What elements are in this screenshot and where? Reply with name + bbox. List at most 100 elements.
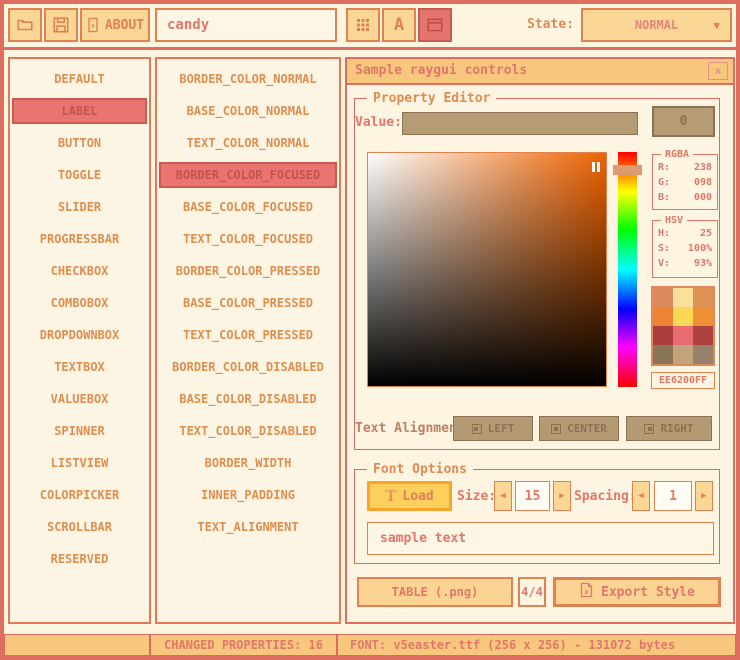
- format-pages-indicator[interactable]: 4/4: [518, 577, 546, 607]
- save-style-button[interactable]: [44, 8, 78, 42]
- color-swatch[interactable]: [693, 307, 713, 326]
- font-options-group-label: Font Options: [367, 462, 473, 477]
- list-item[interactable]: BORDER_COLOR_DISABLED: [172, 360, 324, 374]
- export-style-button[interactable]: Export Style: [553, 577, 721, 607]
- size-value-box[interactable]: 15: [515, 481, 550, 511]
- sample-text-input[interactable]: sample text: [367, 522, 714, 555]
- color-swatch[interactable]: [693, 345, 713, 364]
- list-item[interactable]: TEXT_ALIGNMENT: [197, 520, 299, 534]
- toolbar-divider: [0, 47, 740, 50]
- rgba-group-title: RGBA: [661, 149, 694, 160]
- list-item[interactable]: BUTTON: [57, 136, 102, 150]
- list-item[interactable]: COLORPICKER: [39, 488, 120, 502]
- spacing-value-box[interactable]: 1: [654, 481, 692, 511]
- list-item[interactable]: TEXTBOX: [54, 360, 105, 374]
- color-swatch[interactable]: [673, 326, 693, 345]
- list-item[interactable]: LISTVIEW: [50, 456, 109, 470]
- list-item[interactable]: SCROLLBAR: [46, 520, 113, 534]
- window-titlebar[interactable]: Sample raygui controls ×: [347, 59, 733, 85]
- size-decrement-button[interactable]: ◀: [494, 481, 512, 511]
- list-item[interactable]: INNER_PADDING: [201, 488, 295, 502]
- list-item[interactable]: BORDER_COLOR_FOCUSED: [159, 162, 337, 188]
- color-swatch[interactable]: [653, 288, 673, 307]
- list-item[interactable]: SPINNER: [54, 424, 105, 438]
- align-left-button[interactable]: LEFT: [453, 416, 533, 441]
- export-icon: [579, 582, 594, 602]
- color-swatch[interactable]: [693, 288, 713, 307]
- color-swatch[interactable]: [653, 326, 673, 345]
- list-item[interactable]: PROGRESSBAR: [39, 232, 120, 246]
- color-swatch[interactable]: [673, 288, 693, 307]
- hsv-row-h: H: 25: [658, 228, 712, 239]
- list-item[interactable]: LABEL: [12, 98, 147, 124]
- font-options-group: Font Options: [354, 462, 720, 564]
- list-item[interactable]: DROPDOWNBOX: [39, 328, 120, 342]
- value-slider[interactable]: [402, 112, 638, 135]
- properties-listbox: BORDER_COLOR_NORMAL BASE_COLOR_NORMAL TEXT…: [155, 57, 341, 624]
- hsv-group: HSV H: 25 S: 100% V: 93%: [652, 215, 718, 278]
- list-item[interactable]: BORDER_COLOR_NORMAL: [179, 72, 317, 86]
- arrow-left-icon: ◀: [500, 491, 506, 501]
- value-label: Value:: [355, 115, 402, 130]
- list-item[interactable]: TEXT_COLOR_NORMAL: [186, 136, 310, 150]
- color-swatch[interactable]: [653, 307, 673, 326]
- list-item[interactable]: RESERVED: [50, 552, 109, 566]
- value-box[interactable]: 0: [652, 106, 715, 137]
- color-swatch[interactable]: [673, 307, 693, 326]
- close-icon[interactable]: ×: [708, 62, 728, 80]
- hex-color-input[interactable]: EE6200FF: [651, 372, 715, 389]
- list-item[interactable]: DEFAULT: [54, 72, 105, 86]
- hue-slider-handle[interactable]: [613, 165, 642, 175]
- rgba-row-g: G: 098: [658, 177, 712, 188]
- status-segment-empty: [4, 634, 150, 656]
- list-item[interactable]: TOGGLE: [57, 168, 102, 182]
- spacing-increment-button[interactable]: ▶: [695, 481, 713, 511]
- color-gradient-panel[interactable]: [367, 152, 607, 387]
- open-style-button[interactable]: [8, 8, 42, 42]
- align-center-button[interactable]: CENTER: [539, 416, 619, 441]
- list-item[interactable]: COMBOBOX: [50, 296, 109, 310]
- state-label: State:: [527, 17, 574, 32]
- text-alignment-label: Text Alignment: [355, 421, 453, 436]
- list-item[interactable]: VALUEBOX: [50, 392, 109, 406]
- list-item[interactable]: BORDER_COLOR_PRESSED: [175, 264, 321, 278]
- controls-view-button[interactable]: [418, 8, 452, 42]
- list-item[interactable]: BORDER_WIDTH: [204, 456, 292, 470]
- list-item[interactable]: BASE_COLOR_NORMAL: [186, 104, 310, 118]
- list-item[interactable]: TEXT_COLOR_FOCUSED: [182, 232, 314, 246]
- style-table-view-button[interactable]: [346, 8, 380, 42]
- hsv-row-s: S: 100%: [658, 243, 712, 254]
- list-item[interactable]: BASE_COLOR_FOCUSED: [182, 200, 314, 214]
- list-item[interactable]: BASE_COLOR_DISABLED: [179, 392, 317, 406]
- list-item[interactable]: SLIDER: [57, 200, 102, 214]
- state-dropdown[interactable]: NORMAL ▼: [581, 8, 732, 42]
- color-swatch-grid: [651, 286, 715, 366]
- info-icon: [86, 17, 100, 33]
- export-format-combobox[interactable]: TABLE (.png): [357, 577, 513, 607]
- color-picker-cursor[interactable]: [592, 162, 601, 172]
- list-item[interactable]: TEXT_COLOR_PRESSED: [182, 328, 314, 342]
- list-item[interactable]: BASE_COLOR_PRESSED: [182, 296, 314, 310]
- chevron-down-icon: ▼: [713, 18, 720, 32]
- text-tool-icon: T: [385, 487, 397, 505]
- color-swatch[interactable]: [693, 326, 713, 345]
- grid-icon: [355, 17, 371, 33]
- style-name-input[interactable]: [155, 8, 337, 42]
- color-swatch[interactable]: [653, 345, 673, 364]
- list-item[interactable]: CHECKBOX: [50, 264, 109, 278]
- hue-bar[interactable]: [618, 152, 637, 387]
- size-increment-button[interactable]: ▶: [553, 481, 571, 511]
- load-font-button[interactable]: T Load: [367, 481, 452, 511]
- list-item[interactable]: TEXT_COLOR_DISABLED: [179, 424, 317, 438]
- hsv-group-title: HSV: [661, 215, 688, 226]
- rgba-row-b: B: 000: [658, 192, 712, 203]
- window-title: Sample raygui controls: [355, 63, 528, 78]
- spacing-decrement-button[interactable]: ◀: [632, 481, 650, 511]
- align-center-icon: [551, 423, 562, 434]
- arrow-right-icon: ▶: [559, 491, 565, 501]
- status-font-info: FONT: v5easter.ttf (256 x 256) - 131072 …: [337, 634, 736, 656]
- about-button[interactable]: ABOUT: [80, 8, 150, 42]
- align-right-button[interactable]: RIGHT: [626, 416, 712, 441]
- font-atlas-view-button[interactable]: A: [382, 8, 416, 42]
- color-swatch[interactable]: [673, 345, 693, 364]
